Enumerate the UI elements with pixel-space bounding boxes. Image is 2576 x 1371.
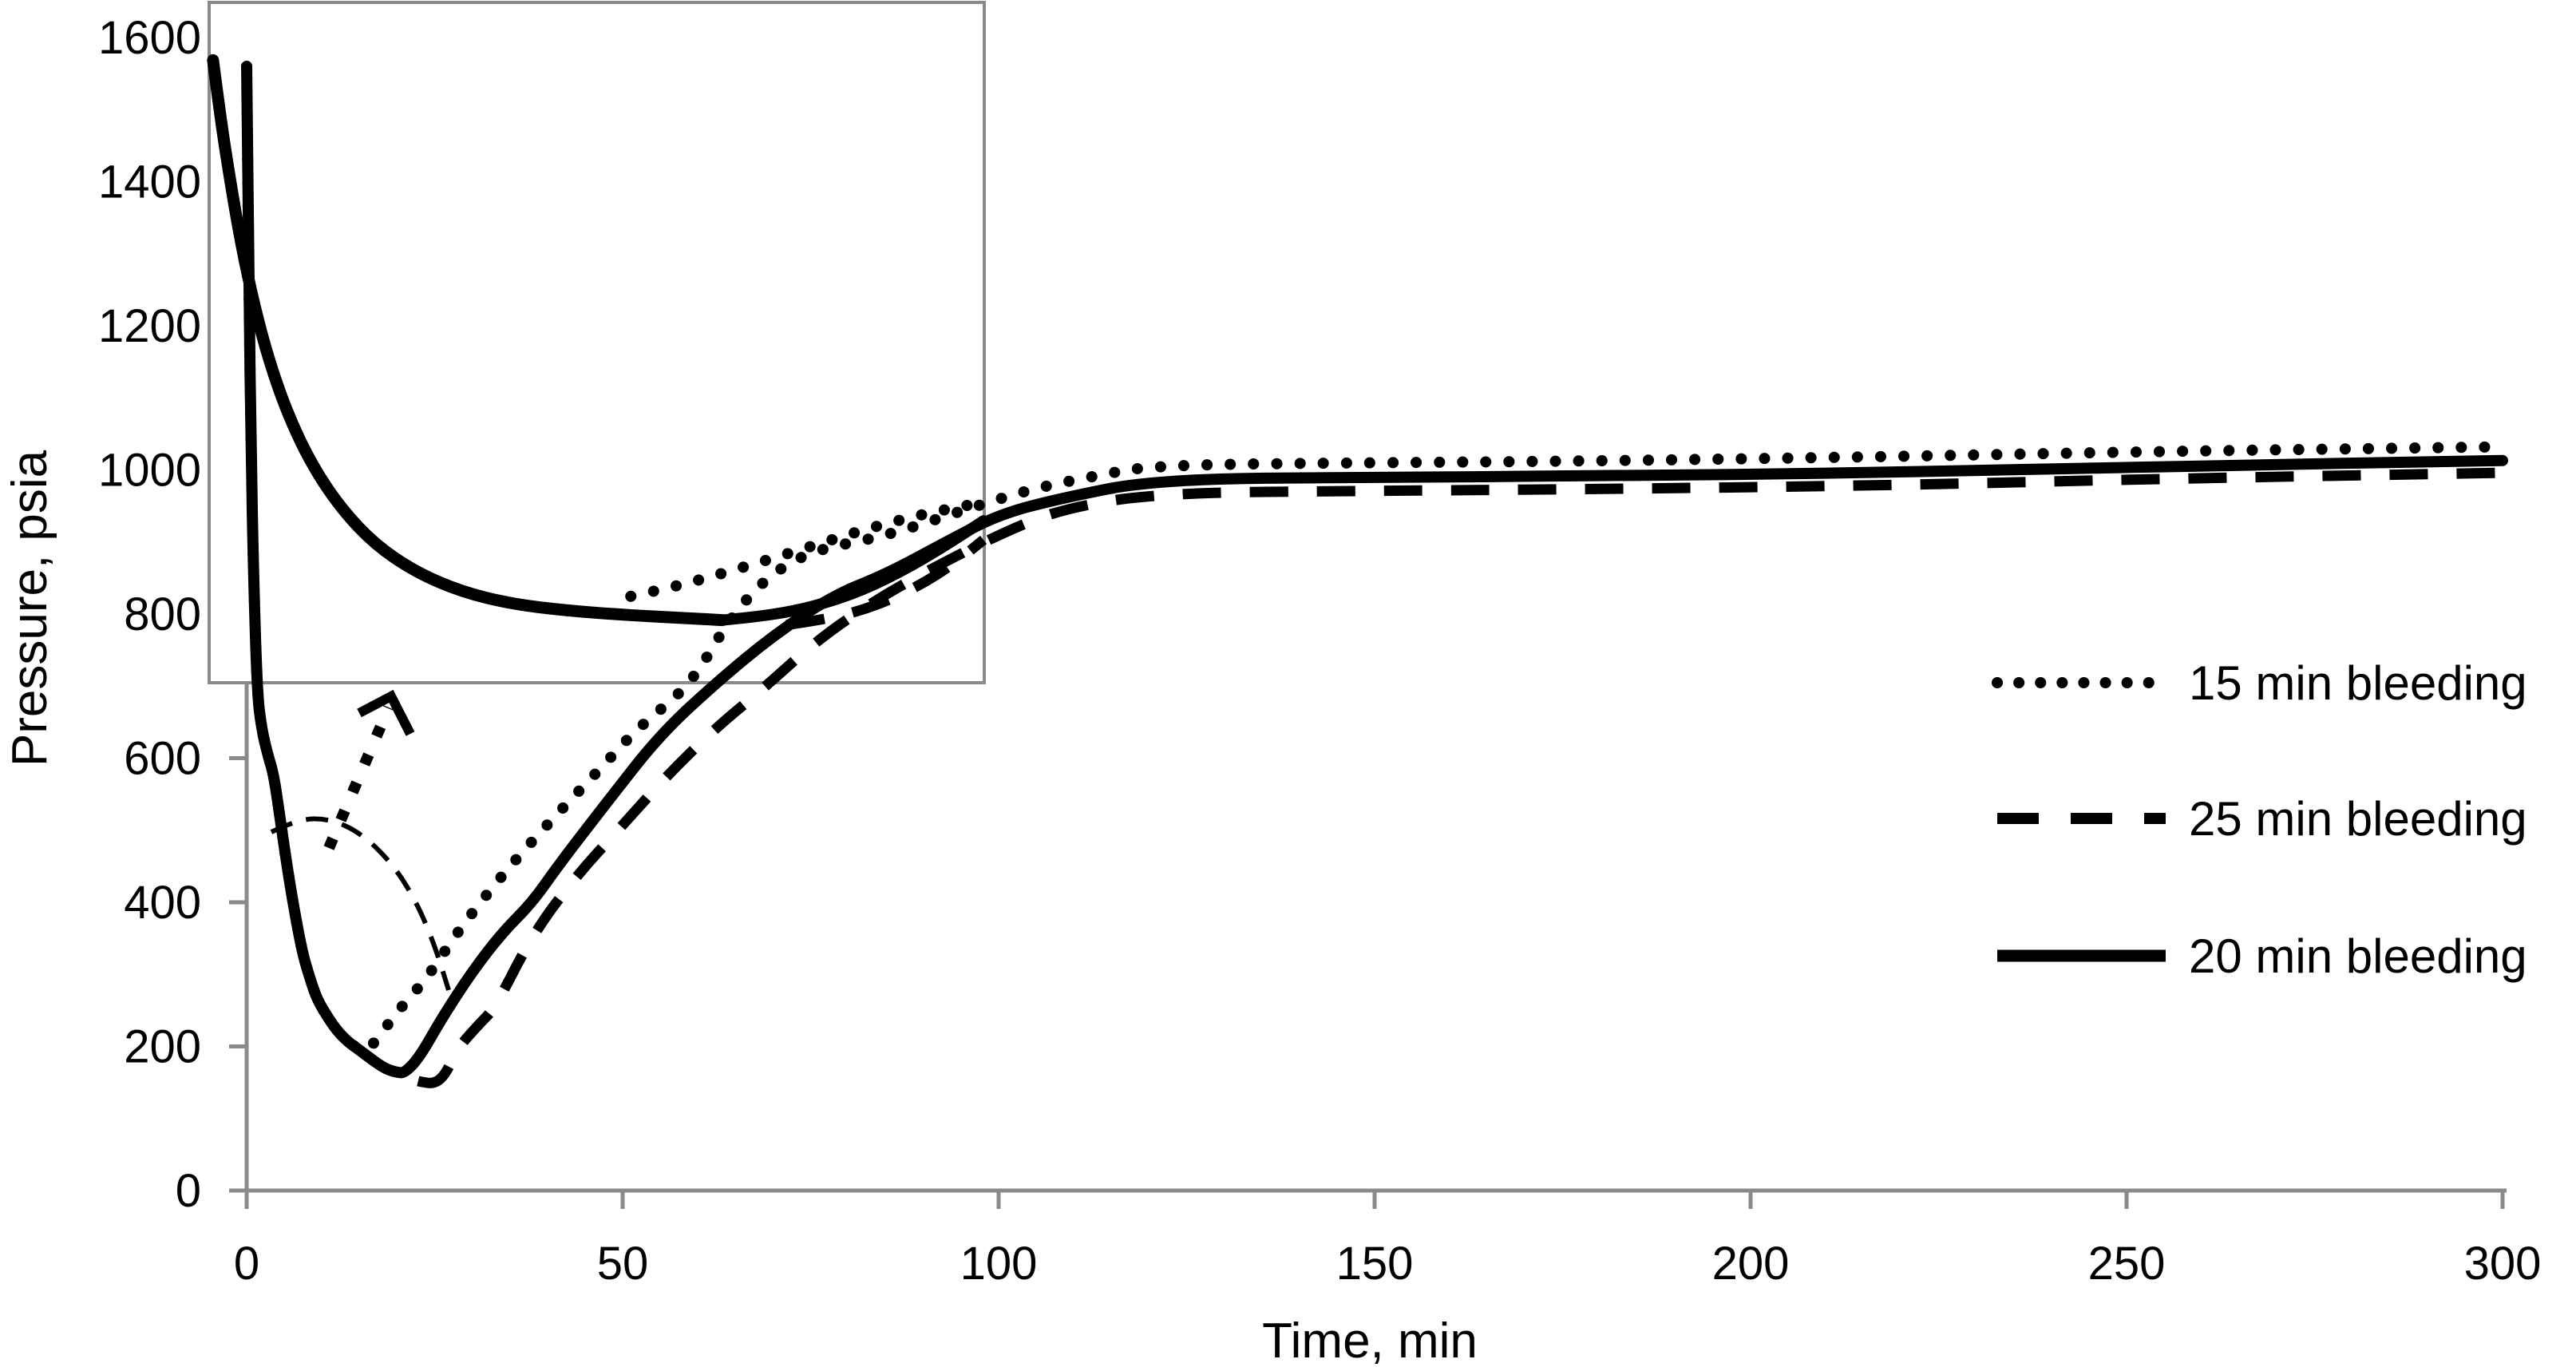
y-axis-title: Pressure, psia xyxy=(2,450,57,767)
zoom-arrow-dotted-shaft xyxy=(323,705,394,850)
legend-label-20-min-bleeding: 20 min bleeding xyxy=(2189,929,2527,983)
legend-label-25-min-bleeding: 25 min bleeding xyxy=(2189,792,2527,846)
series-dashed-25-min-bleeding xyxy=(241,66,2503,1088)
inset-box xyxy=(208,1,986,684)
x-tick-label: 250 xyxy=(2088,1238,2166,1290)
series-solid-20-min-bleeding xyxy=(241,61,2508,1079)
legend: 15 min bleeding 25 min bleeding 20 min ble… xyxy=(1992,656,2527,983)
inset-detail-descent-curve xyxy=(207,53,729,627)
inset-detail-dotted-curve xyxy=(625,497,990,602)
y-tick-label: 1400 xyxy=(98,157,201,208)
y-tick-label: 1600 xyxy=(98,12,201,64)
y-tick-label: 400 xyxy=(124,877,201,929)
legend-label-15-min-bleeding: 15 min bleeding xyxy=(2189,656,2527,710)
x-tick-label: 0 xyxy=(234,1238,259,1290)
zoom-arrow-head-icon xyxy=(357,689,415,736)
x-tick-label: 100 xyxy=(960,1238,1038,1290)
y-tick-label: 800 xyxy=(124,588,201,640)
inset-zoom-panel xyxy=(207,1,990,684)
y-tick-label: 1200 xyxy=(98,300,201,352)
x-tick-label: 300 xyxy=(2464,1238,2542,1290)
zoom-callout-annotation xyxy=(270,689,451,991)
y-tick-label: 200 xyxy=(124,1021,201,1073)
x-tick-label: 200 xyxy=(1712,1238,1790,1290)
y-tick-label: 0 xyxy=(176,1165,201,1217)
x-axis-title: Time, min xyxy=(1262,1314,1478,1369)
data-series xyxy=(241,61,2508,1088)
y-tick-label: 600 xyxy=(124,733,201,785)
tick-labels: 0 50 100 150 200 250 300 0 200 400 600 800 1000 1200 1… xyxy=(98,12,2541,1290)
y-tick-label: 1000 xyxy=(98,445,201,497)
x-tick-label: 50 xyxy=(597,1238,649,1290)
x-tick-label: 150 xyxy=(1336,1238,1414,1290)
minimum-region-dashed-arc xyxy=(270,816,451,991)
